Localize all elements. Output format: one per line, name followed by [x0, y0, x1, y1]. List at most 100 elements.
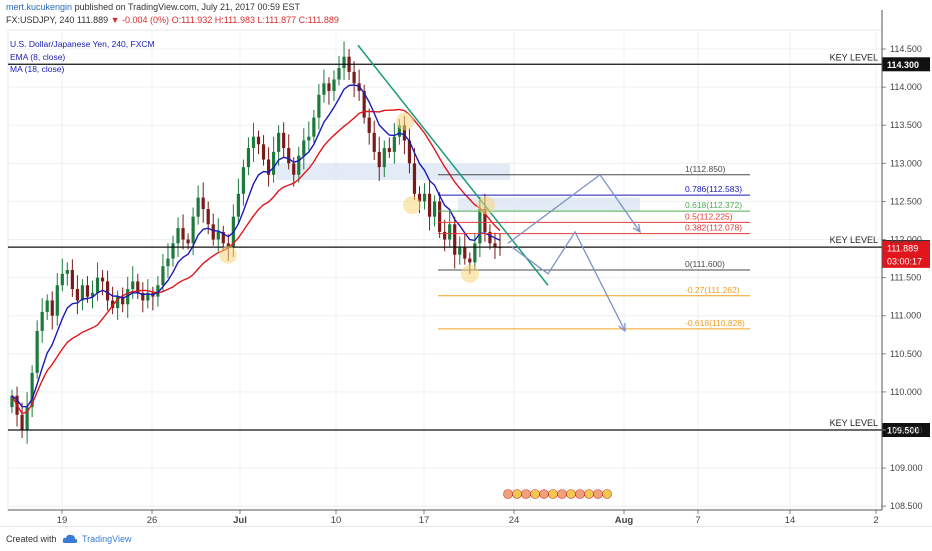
ohlc-values: O:111.932 H:111.983 L:111.877 C:111.889 — [171, 15, 339, 25]
y-tick-label: 111.000 — [890, 311, 921, 321]
candle-body — [201, 197, 205, 210]
event-icons — [503, 489, 612, 499]
candle-body — [407, 140, 412, 164]
footer: Created with TradingView — [0, 526, 932, 551]
author-link[interactable]: mert.kucukengin — [6, 2, 73, 12]
fib-level-label: -0.27(111.262) — [685, 285, 740, 295]
candle-body — [322, 83, 326, 95]
key-level-label: KEY LEVEL — [830, 235, 878, 245]
highlight-circle — [403, 196, 421, 215]
candle-body — [211, 224, 215, 240]
candle-body — [50, 300, 54, 316]
fib-level-label: 1(112.850) — [685, 164, 726, 174]
x-tick-label: 24 — [509, 515, 520, 526]
candle-body — [100, 277, 105, 282]
y-tick-label: 110.500 — [890, 349, 922, 359]
x-tick-label: 2 — [873, 515, 878, 526]
candle-body — [272, 151, 276, 175]
candle-body — [473, 243, 477, 263]
event-flag-icon — [548, 489, 558, 499]
candle-body — [438, 201, 442, 232]
y-tick-label: 108.500 — [890, 501, 923, 511]
x-tick-label: 26 — [147, 515, 158, 526]
candle-body — [427, 193, 432, 217]
candle-body — [327, 83, 331, 91]
candle-body — [337, 68, 341, 80]
candle-body — [282, 132, 286, 149]
candle-body — [45, 300, 49, 312]
candle-body — [75, 289, 80, 301]
candle-body — [121, 296, 125, 305]
highlight-circle — [396, 112, 414, 131]
candle-body — [65, 270, 69, 274]
countdown-text: 03:00:17 — [887, 256, 922, 266]
candle-body — [392, 136, 396, 152]
candle-body — [95, 277, 100, 293]
candle-body — [342, 56, 346, 69]
tradingview-brand[interactable]: TradingView — [82, 534, 132, 544]
candle-body — [312, 117, 316, 137]
y-tick-label: 113.500 — [890, 120, 922, 130]
candle-body — [297, 155, 301, 175]
candle-body — [116, 296, 120, 309]
candle-body — [332, 79, 336, 91]
candle-body — [181, 228, 185, 240]
candle-body — [352, 71, 356, 84]
arrow-head — [618, 322, 626, 333]
ema-8-line — [11, 84, 501, 408]
candle-body — [30, 372, 34, 408]
highlight-circle — [477, 196, 495, 215]
price-change: ▼ -0.004 (0%) — [110, 15, 170, 25]
candle-body — [277, 132, 281, 152]
y-tick-label: 113.000 — [890, 158, 922, 168]
y-tick-label: 114.000 — [890, 82, 922, 92]
event-flag-icon — [566, 489, 576, 499]
x-tick-label: 17 — [419, 515, 430, 526]
candle-body — [367, 117, 371, 133]
candle-body — [488, 231, 492, 244]
candle-body — [317, 94, 321, 118]
projection-arrow — [507, 173, 641, 244]
symbol-label: FX:USDJPY, 240 — [6, 15, 75, 25]
candle-body — [40, 311, 44, 331]
fib-level-label: 0.786(112.583) — [685, 184, 742, 194]
legend-title: U.S. Dollar/Japanese Yen, 240, FXCM — [10, 39, 155, 49]
candle-body — [422, 193, 427, 202]
candle-body — [402, 125, 407, 141]
fib-level-label: 0.5(112.225) — [685, 211, 733, 221]
candle-body — [261, 144, 266, 160]
event-flag-icon — [503, 489, 513, 499]
candle-body — [105, 281, 110, 301]
fib-level-label: 0.618(112.372) — [685, 200, 742, 210]
event-flag-icon — [521, 489, 531, 499]
tradingview-cloud-icon — [62, 534, 78, 543]
arrow-head — [632, 223, 641, 234]
candlesticks — [10, 41, 502, 444]
candle-body — [156, 285, 160, 297]
candle-body — [493, 243, 497, 248]
candle-body — [70, 270, 74, 290]
event-flag-icon — [557, 489, 567, 499]
candle-body — [226, 243, 230, 248]
y-tick-label: 109.000 — [890, 463, 923, 473]
key-level-label: KEY LEVEL — [830, 418, 878, 428]
highlight-circle — [219, 245, 237, 264]
event-flag-icon — [575, 489, 585, 499]
candle-body — [256, 136, 261, 145]
candle-body — [196, 197, 200, 217]
legend-ma: MA (18, close) — [10, 64, 64, 74]
key-level-badge — [882, 57, 930, 72]
candle-body — [397, 125, 401, 137]
y-tick-label: 111.500 — [890, 273, 921, 283]
last-price-badge — [882, 240, 930, 255]
y-tick-label: 112.000 — [890, 235, 922, 245]
trend-line — [357, 44, 549, 286]
candle-body — [171, 243, 175, 259]
candle-body — [161, 266, 165, 286]
y-tick-label: 112.500 — [890, 196, 922, 206]
key-level-price: 109.500 — [887, 426, 920, 436]
candle-body — [246, 148, 251, 168]
candle-body — [131, 281, 135, 290]
